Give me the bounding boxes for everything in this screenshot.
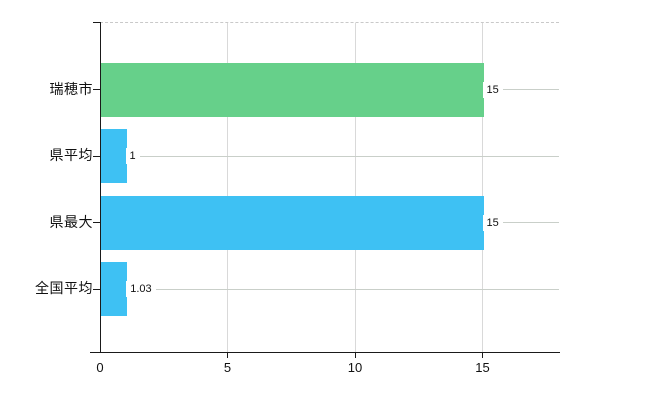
vertical-gridline [482, 23, 483, 353]
bar-value-label: 15 [482, 214, 503, 231]
y-axis-tick [93, 89, 100, 90]
category-label: 全国平均 [35, 280, 93, 296]
bar [101, 195, 484, 250]
category-label: 瑞穂市 [49, 80, 93, 97]
bar [101, 262, 128, 316]
y-axis-tick [93, 222, 100, 223]
x-tick-label: 10 [347, 360, 363, 375]
vertical-gridline [354, 23, 356, 353]
category-gridline [100, 155, 559, 157]
x-tick-label: 15 [475, 360, 490, 375]
y-axis-top-tick [93, 22, 100, 23]
category-gridline [100, 288, 559, 290]
bar [101, 62, 484, 117]
vertical-gridline [227, 23, 228, 353]
bar [101, 129, 127, 183]
x-axis-line [90, 352, 560, 353]
x-axis-tick [354, 353, 356, 358]
category-label: 県平均 [49, 147, 93, 163]
x-axis-tick [482, 353, 483, 358]
bar-value-label: 1.03 [126, 281, 156, 297]
plot-area: 0 5 10 15 15 1 15 1.03 [93, 22, 559, 375]
y-axis-tick [93, 155, 100, 157]
category-axis-labels: 瑞穂市県平均県最大全国平均 [0, 22, 93, 352]
bar-value-label: 15 [482, 81, 503, 98]
y-axis-line [100, 22, 101, 353]
x-tick-label: 5 [223, 360, 232, 375]
y-axis-tick [93, 288, 100, 290]
bar-value-label: 1 [125, 148, 140, 164]
category-label: 県最大 [49, 213, 93, 230]
x-axis-tick [227, 353, 228, 358]
x-tick-label: 0 [96, 360, 104, 375]
